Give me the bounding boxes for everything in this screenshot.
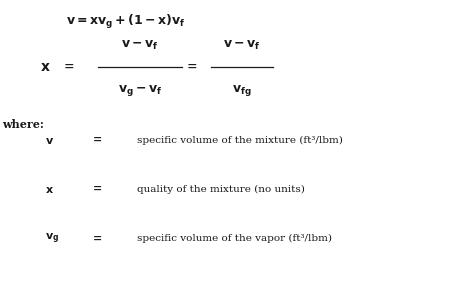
Text: $\mathbf{v_g - v_f}$: $\mathbf{v_g - v_f}$ — [118, 83, 162, 98]
Text: $\mathbf{v_{fg}}$: $\mathbf{v_{fg}}$ — [232, 83, 252, 98]
Text: =: = — [92, 135, 102, 146]
Text: specific volume of the mixture (ft³/lbm): specific volume of the mixture (ft³/lbm) — [137, 136, 343, 145]
Text: $\mathbf{v}$: $\mathbf{v}$ — [45, 135, 54, 146]
Text: where:: where: — [2, 119, 44, 130]
Text: $\mathbf{v - v_f}$: $\mathbf{v - v_f}$ — [223, 39, 261, 52]
Text: $\mathbf{v - v_f}$: $\mathbf{v - v_f}$ — [121, 39, 159, 52]
Text: =: = — [92, 233, 102, 244]
Text: $\mathbf{x}$: $\mathbf{x}$ — [40, 60, 51, 74]
Text: =: = — [92, 184, 102, 195]
Text: $\mathbf{v_g}$: $\mathbf{v_g}$ — [45, 232, 59, 246]
Text: specific volume of the vapor (ft³/lbm): specific volume of the vapor (ft³/lbm) — [137, 234, 332, 243]
Text: $\mathbf{v = xv_g + (1 - x)v_f}$: $\mathbf{v = xv_g + (1 - x)v_f}$ — [66, 13, 186, 31]
Text: quality of the mixture (no units): quality of the mixture (no units) — [137, 185, 305, 194]
Text: =: = — [64, 61, 74, 74]
Text: =: = — [187, 61, 197, 74]
Text: $\mathbf{x}$: $\mathbf{x}$ — [45, 185, 54, 195]
